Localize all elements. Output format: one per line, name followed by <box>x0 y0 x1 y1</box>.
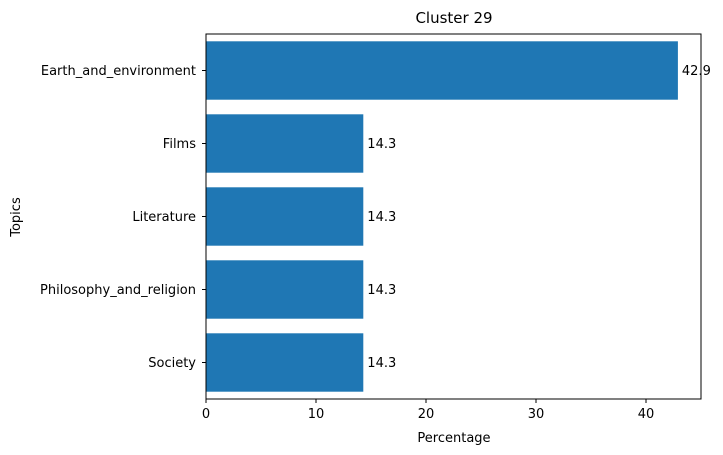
bar-value-label: 42.9 <box>682 64 711 79</box>
bar <box>206 333 364 392</box>
x-axis: 0 10 20 30 40 <box>202 399 654 422</box>
y-tick-label: Earth_and_environment <box>41 64 196 79</box>
bar <box>206 187 364 246</box>
bar-value-label: 14.3 <box>367 210 396 225</box>
x-axis-label: Percentage <box>417 431 490 446</box>
plot-frame <box>205 33 702 400</box>
y-axis-label: Topics <box>9 197 24 238</box>
chart-title: Cluster 29 <box>415 9 492 27</box>
x-tick-label: 20 <box>418 407 435 422</box>
x-tick-label: 0 <box>202 407 210 422</box>
bar <box>206 41 678 100</box>
x-tick-label: 40 <box>638 407 655 422</box>
y-axis: Earth_and_environment Films Literature Phil… <box>40 64 206 371</box>
bar <box>206 260 364 319</box>
bar-value-label: 14.3 <box>367 356 396 371</box>
y-tick-label: Films <box>163 137 196 152</box>
y-tick-label: Society <box>148 356 196 371</box>
bars-group <box>206 41 678 392</box>
bar <box>206 114 364 173</box>
x-tick-label: 10 <box>308 407 325 422</box>
data-labels-group: 42.9 14.3 14.3 14.3 14.3 <box>367 64 711 371</box>
bar-value-label: 14.3 <box>367 283 396 298</box>
x-tick-label: 30 <box>528 407 545 422</box>
y-tick-label: Philosophy_and_religion <box>40 283 196 298</box>
y-tick-label: Literature <box>132 210 196 225</box>
bar-value-label: 14.3 <box>367 137 396 152</box>
